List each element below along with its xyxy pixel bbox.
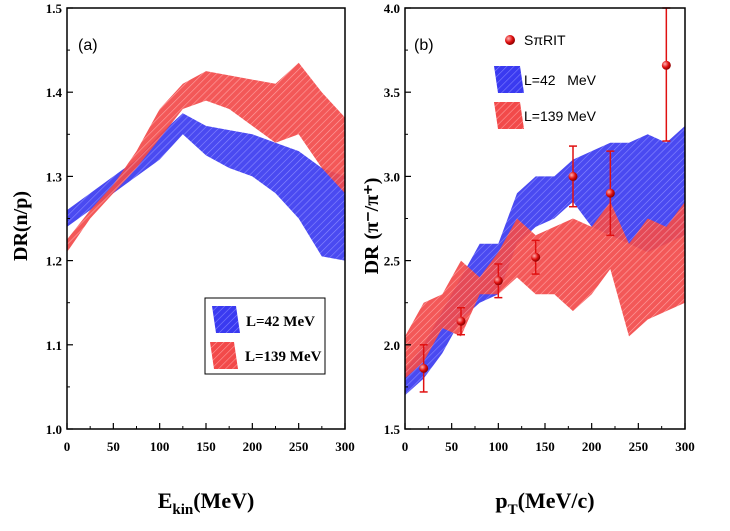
panel-b-xlabel-unit: (MeV/c) <box>518 488 595 513</box>
panel-b-xlabel-main: p <box>495 488 507 513</box>
panel-a-ytick-label: 1.5 <box>46 1 63 16</box>
spirit-point <box>419 344 429 393</box>
spirit-marker <box>568 171 578 181</box>
panel-b-ylabel-main: DR <box>361 245 383 274</box>
panel-b-xtick-label: 100 <box>489 439 509 454</box>
spirit-marker <box>661 60 671 70</box>
spirit-marker <box>419 363 429 373</box>
panel-b-xtick-label: 0 <box>402 439 409 454</box>
spirit-point <box>568 145 578 208</box>
panel-a-xlabel-sub: kin <box>172 502 194 518</box>
spirit-point <box>493 263 503 299</box>
panel-b-xtick-label: 200 <box>582 439 602 454</box>
panel-b-ytick-label: 1.5 <box>384 422 401 437</box>
panel-b-xtick-label: 150 <box>535 439 555 454</box>
panel-b-ylabel-ratio: (π⁻/π⁺) <box>361 178 383 240</box>
panel-a-ytick-label: 1.4 <box>46 85 63 100</box>
spirit-point <box>531 239 541 275</box>
panel-a-label: (a) <box>78 37 98 54</box>
spirit-marker <box>605 188 615 198</box>
panel-a-xlabel-unit: (MeV) <box>193 488 254 513</box>
legend-label-l139: L=139 MeV <box>245 349 322 365</box>
panel-b-ytick-label: 3.5 <box>384 85 401 100</box>
panel-a-xtick-label: 50 <box>107 439 120 454</box>
panel-b: 0 50 100 150 200 250 300 1.5 2.0 2.5 3.0 3.5 4.0 (b)… <box>361 1 695 518</box>
panel-a-frame <box>66 7 346 430</box>
legend-swatch-b-l42 <box>494 66 524 93</box>
legend-label-b-l42: L=42 MeV <box>524 72 597 88</box>
legend-label-l42: L=42 MeV <box>246 314 315 330</box>
panel-a-band-l42 <box>67 113 345 261</box>
spirit-point <box>605 150 615 237</box>
spirit-point <box>456 307 466 336</box>
panel-a-ytick-label: 1.2 <box>46 254 62 269</box>
legend-swatch-b-l139 <box>494 102 524 129</box>
panel-a-xtick-label: 0 <box>64 439 71 454</box>
panel-a-xtick-label: 100 <box>150 439 170 454</box>
panel-b-xtick-label: 50 <box>445 439 458 454</box>
spirit-marker <box>493 276 503 286</box>
panel-a-xlabel-main: E <box>158 488 173 513</box>
panel-b-xtick-label: 250 <box>629 439 649 454</box>
spirit-marker <box>531 252 541 262</box>
panel-a-ytick-label: 1.1 <box>46 338 62 353</box>
panel-b-band-l42 <box>405 125 685 396</box>
panel-a-xtick-label: 150 <box>196 439 216 454</box>
panel-a-xtick-label: 300 <box>335 439 355 454</box>
spirit-marker <box>456 316 466 326</box>
panel-b-ytick-label: 2.5 <box>384 254 401 269</box>
panel-a-ytick-label: 1.3 <box>46 169 63 184</box>
legend-swatch-l42 <box>212 306 240 333</box>
panel-a-ytick-label: 1.0 <box>46 422 62 437</box>
panel-a-xtick-label: 250 <box>289 439 309 454</box>
legend-swatch-l139 <box>210 342 238 369</box>
panel-b-ytick-label: 4.0 <box>384 1 400 16</box>
panel-b-xlabel: pT(MeV/c) <box>495 488 594 518</box>
legend-label-spirit: SπRIT <box>524 32 566 48</box>
panel-a-ylabel: DR(n/p) <box>10 191 32 261</box>
panel-a-xtick-label: 200 <box>243 439 263 454</box>
panel-b-xlabel-sub: T <box>508 502 518 518</box>
legend-label-b-l139: L=139 MeV <box>524 108 597 124</box>
panel-a-xlabel: Ekin(MeV) <box>158 488 255 518</box>
panel-b-frame <box>404 7 686 430</box>
spirit-point <box>661 7 671 142</box>
panel-a: 0 50 100 150 200 250 300 1.0 1.1 1.2 1.3 1.4 1.5 (a)… <box>10 1 355 518</box>
panel-a-legend: L=42 MeV L=139 MeV <box>204 297 326 375</box>
panel-b-ylabel: DR (π⁻/π⁺) <box>361 178 383 275</box>
panel-a-band-l139 <box>67 62 345 253</box>
panel-b-legend: SπRIT L=42 MeV L=139 MeV <box>494 32 597 129</box>
panel-b-band-l139 <box>405 201 685 379</box>
legend-marker-spirit <box>505 35 515 45</box>
panel-b-ytick-label: 3.0 <box>384 169 400 184</box>
panel-b-ytick-label: 2.0 <box>384 338 400 353</box>
panel-b-label: (b) <box>414 37 434 54</box>
panel-b-xtick-label: 300 <box>675 439 695 454</box>
